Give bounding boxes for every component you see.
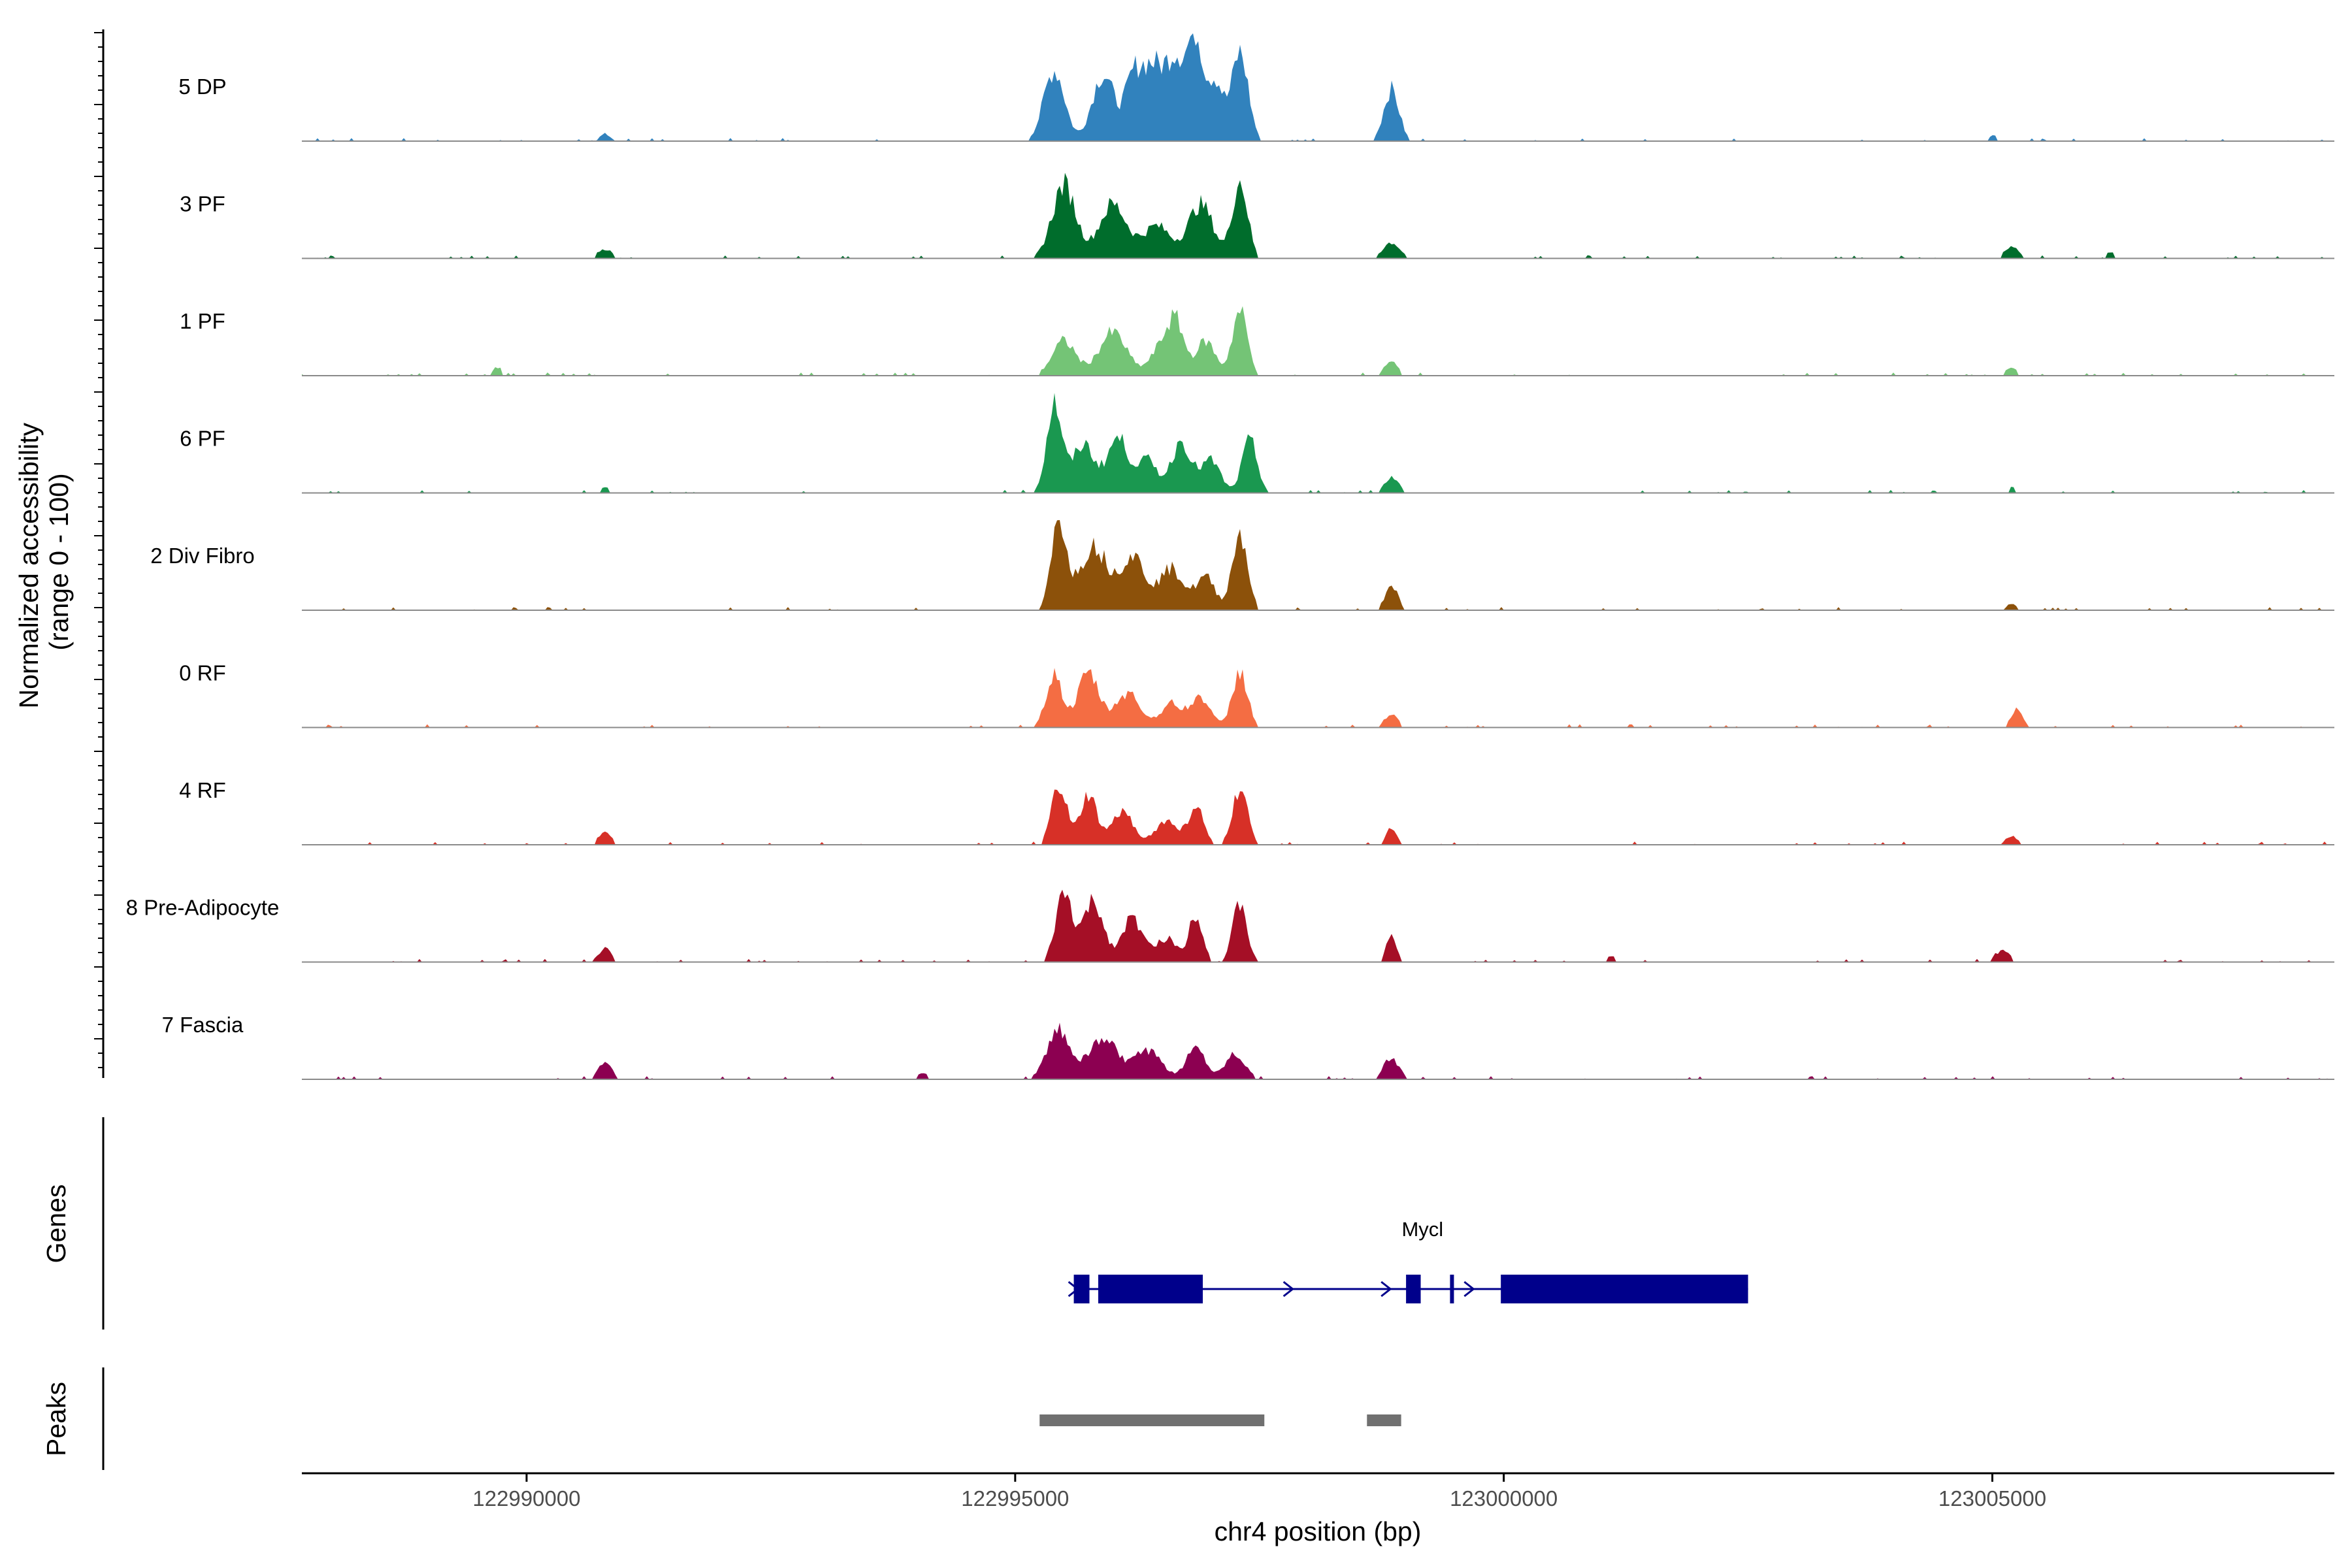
coverage-area: [302, 1022, 2334, 1079]
track-5-dp: 5 DP: [178, 33, 2334, 142]
gene-mycl: Mycl: [1068, 1218, 1748, 1303]
x-axis-title: chr4 position (bp): [1215, 1516, 1422, 1546]
track-6-pf: 6 PF: [180, 393, 2334, 494]
x-tick-label: 122995000: [961, 1486, 1069, 1511]
x-tick-label: 122990000: [472, 1486, 580, 1511]
gene-exon: [1073, 1275, 1090, 1303]
strand-arrow: [1463, 1281, 1475, 1298]
track-7-fascia: 7 Fascia: [162, 1013, 2334, 1080]
coverage-area: [302, 306, 2334, 376]
track-label: 5 DP: [178, 74, 226, 99]
track-0-rf: 0 RF: [179, 661, 2334, 728]
x-tick-label: 123000000: [1450, 1486, 1558, 1511]
y-axis-title-line1: Normalized accessibility: [14, 422, 44, 708]
coverage-tracks: 5 DP 3 PF 1 PF 6 PF 2 Div Fibro 0 RF 4 RF 8 Pre…: [126, 33, 2334, 1080]
track-8-pre-adipocyte: 8 Pre-Adipocyte: [126, 889, 2334, 963]
track-3-pf: 3 PF: [180, 172, 2334, 259]
peaks-track-label: Peaks: [41, 1382, 71, 1456]
track-label: 1 PF: [180, 309, 225, 333]
coverage-area: [302, 33, 2334, 141]
peak-region: [1367, 1414, 1401, 1426]
coverage-area: [302, 668, 2334, 728]
gene-annotations: Mycl: [1068, 1218, 1748, 1303]
genes-track-label: Genes: [41, 1184, 71, 1264]
x-tick-label: 123005000: [1938, 1486, 2046, 1511]
track-label: 0 RF: [179, 661, 226, 685]
peak-region: [1039, 1414, 1265, 1426]
track-label: 2 Div Fibro: [150, 544, 255, 568]
track-label: 3 PF: [180, 192, 225, 216]
coverage-area: [302, 889, 2334, 962]
coverage-area: [302, 172, 2334, 259]
track-label: 8 Pre-Adipocyte: [126, 896, 280, 920]
gene-name: Mycl: [1401, 1218, 1443, 1241]
track-2-div-fibro: 2 Div Fibro: [150, 520, 2334, 611]
y-axis-title-line2: (range 0 - 100): [44, 473, 74, 650]
gene-exon: [1406, 1275, 1421, 1303]
strand-arrow: [1380, 1281, 1392, 1298]
track-1-pf: 1 PF: [180, 306, 2334, 376]
coverage-area: [302, 520, 2334, 610]
track-label: 6 PF: [180, 427, 225, 451]
x-axis: 122990000 122995000 123000000 123005000: [302, 1472, 2334, 1511]
peak-regions: [1039, 1414, 1401, 1426]
gene-exon: [1501, 1275, 1748, 1303]
y-axis-ticks: [94, 32, 103, 1068]
track-label: 7 Fascia: [162, 1013, 244, 1037]
track-label: 4 RF: [179, 778, 226, 802]
gene-exon: [1098, 1275, 1203, 1303]
gene-exon: [1450, 1275, 1454, 1303]
strand-arrow: [1068, 1281, 1080, 1298]
coverage-area: [302, 789, 2334, 845]
y-axis-title: Normalized accessibility (range 0 - 100): [14, 416, 74, 709]
strand-arrow: [1282, 1281, 1295, 1298]
track-4-rf: 4 RF: [179, 778, 2334, 845]
coverage-area: [302, 393, 2334, 493]
y-axis: [94, 29, 105, 1078]
